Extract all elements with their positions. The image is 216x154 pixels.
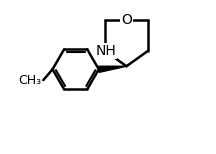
Text: O: O <box>121 13 132 27</box>
Text: CH₃: CH₃ <box>19 74 42 87</box>
Text: NH: NH <box>95 44 116 58</box>
Polygon shape <box>98 66 127 72</box>
